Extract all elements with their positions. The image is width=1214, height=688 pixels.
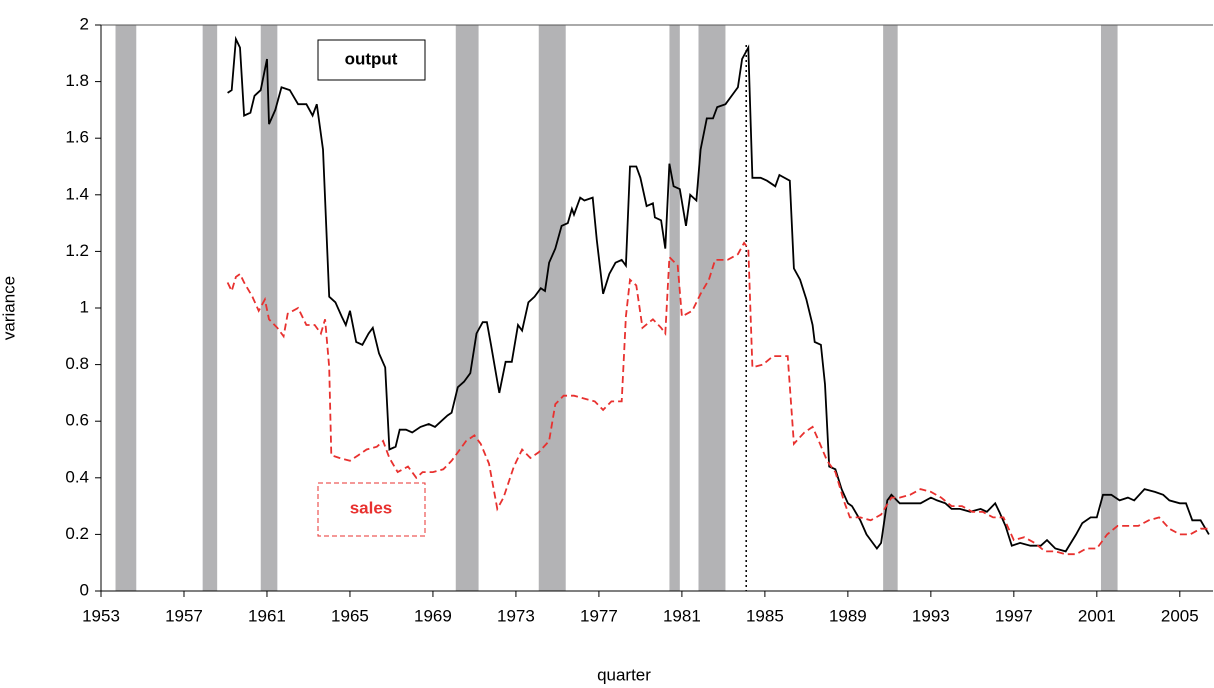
y-tick-label: 2 [80, 14, 89, 33]
legend-box [317, 39, 426, 81]
y-tick-label: 0 [80, 580, 89, 599]
shaded-period [115, 25, 137, 591]
x-tick-label: 1993 [912, 606, 950, 625]
y-tick-label: 1.8 [65, 71, 89, 90]
y-tick-label: 1.2 [65, 241, 89, 260]
x-tick-label: 2001 [1078, 606, 1116, 625]
x-tick-label: 1961 [248, 606, 286, 625]
x-tick-label: 1989 [829, 606, 867, 625]
x-tick-label: 1965 [331, 606, 369, 625]
shaded-period [260, 25, 278, 591]
x-tick-label: 1973 [497, 606, 535, 625]
x-tick-label: 1957 [165, 606, 203, 625]
legend-label: output [345, 49, 398, 68]
y-tick-label: 1 [80, 297, 89, 316]
shaded-period [669, 25, 680, 591]
x-tick-label: 1997 [995, 606, 1033, 625]
shaded-period [455, 25, 479, 591]
x-tick-label: 1985 [746, 606, 784, 625]
y-tick-label: 0.8 [65, 354, 89, 373]
y-axis-label: variance [0, 276, 18, 340]
y-tick-label: 0.6 [65, 411, 89, 430]
shaded-period [883, 25, 898, 591]
series-line [226, 241, 1211, 556]
x-tick-label: 1953 [82, 606, 120, 625]
x-axis-label: quarter [597, 665, 651, 684]
y-tick-label: 1.6 [65, 128, 89, 147]
y-tick-label: 0.2 [65, 524, 89, 543]
legend-box [317, 482, 426, 537]
shaded-period [538, 25, 566, 591]
x-tick-label: 1981 [663, 606, 701, 625]
y-tick-label: 0.4 [65, 467, 89, 486]
x-tick-label: 2005 [1161, 606, 1199, 625]
y-tick-label: 1.4 [65, 184, 89, 203]
legend-label: sales [350, 498, 393, 517]
x-tick-label: 1977 [580, 606, 618, 625]
shaded-period [202, 25, 218, 591]
shaded-period [1100, 25, 1118, 591]
x-tick-label: 1969 [414, 606, 452, 625]
series-line [227, 35, 1210, 553]
shaded-period [698, 25, 726, 591]
